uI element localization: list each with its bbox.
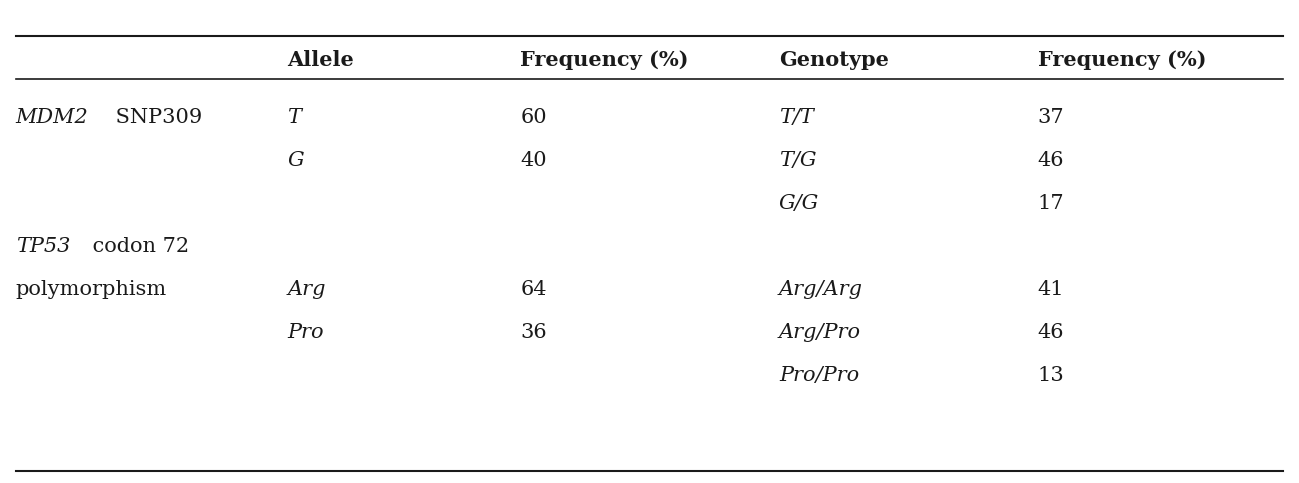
Text: 40: 40 xyxy=(520,151,547,170)
Text: T/T: T/T xyxy=(779,108,813,127)
Text: G: G xyxy=(287,151,304,170)
Text: TP53: TP53 xyxy=(16,237,70,256)
Text: Pro/Pro: Pro/Pro xyxy=(779,366,859,384)
Text: 37: 37 xyxy=(1038,108,1064,127)
Text: 46: 46 xyxy=(1038,323,1064,341)
Text: codon 72: codon 72 xyxy=(86,237,188,256)
Text: T/G: T/G xyxy=(779,151,816,170)
Text: Frequency (%): Frequency (%) xyxy=(1038,50,1205,70)
Text: 41: 41 xyxy=(1038,280,1064,299)
Text: Arg: Arg xyxy=(287,280,326,299)
Text: Pro: Pro xyxy=(287,323,323,341)
Text: Arg/Pro: Arg/Pro xyxy=(779,323,861,341)
Text: G/G: G/G xyxy=(779,194,820,213)
Text: MDM2: MDM2 xyxy=(16,108,88,127)
Text: 13: 13 xyxy=(1038,366,1064,384)
Text: 60: 60 xyxy=(520,108,547,127)
Text: 17: 17 xyxy=(1038,194,1064,213)
Text: Frequency (%): Frequency (%) xyxy=(520,50,688,70)
Text: 64: 64 xyxy=(520,280,547,299)
Text: 46: 46 xyxy=(1038,151,1064,170)
Text: Arg/Arg: Arg/Arg xyxy=(779,280,863,299)
Text: SNP309: SNP309 xyxy=(109,108,203,127)
Text: Genotype: Genotype xyxy=(779,50,889,70)
Text: T: T xyxy=(287,108,301,127)
Text: 36: 36 xyxy=(520,323,547,341)
Text: Allele: Allele xyxy=(287,50,355,70)
Text: polymorphism: polymorphism xyxy=(16,280,168,299)
